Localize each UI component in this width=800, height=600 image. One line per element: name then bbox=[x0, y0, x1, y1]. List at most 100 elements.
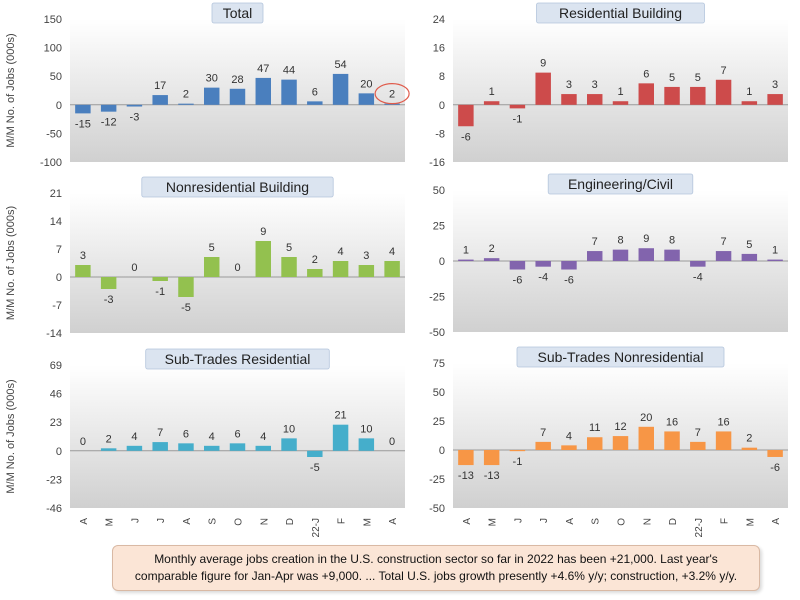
bar bbox=[612, 249, 629, 261]
bar bbox=[100, 448, 117, 451]
data-label: -15 bbox=[75, 118, 91, 130]
y-axis-label: M/M No. of Jobs (000s) bbox=[5, 33, 17, 147]
y-tick-label: 50 bbox=[433, 185, 445, 197]
bar bbox=[535, 72, 551, 105]
chart-title: Residential Building bbox=[559, 5, 682, 21]
y-tick-label: 0 bbox=[439, 256, 445, 268]
data-label: 3 bbox=[80, 250, 86, 262]
data-label: 4 bbox=[338, 246, 344, 258]
x-tick-label: N bbox=[642, 518, 653, 525]
x-tick-label: J bbox=[156, 518, 167, 523]
data-label: 2 bbox=[312, 254, 318, 266]
y-tick-label: -50 bbox=[429, 327, 445, 339]
y-tick-label: -50 bbox=[429, 503, 445, 515]
data-label: 0 bbox=[131, 262, 137, 274]
bar bbox=[458, 104, 474, 127]
bar bbox=[509, 450, 526, 452]
bar bbox=[126, 445, 143, 451]
data-label: 0 bbox=[389, 436, 395, 448]
x-tick-label: S bbox=[591, 518, 602, 525]
data-label: 7 bbox=[695, 427, 701, 439]
bar bbox=[664, 86, 680, 105]
chart-panel-3: -14 -7 0 7 14 21 3 -3 0 -1 -5 5 0 9 5 2 4 3 4 Nonresidentia… bbox=[5, 176, 405, 340]
data-label: 9 bbox=[540, 58, 546, 70]
data-label: -13 bbox=[484, 470, 500, 482]
data-label: 7 bbox=[592, 236, 598, 248]
bar bbox=[255, 445, 271, 451]
x-tick-label: A bbox=[771, 518, 782, 525]
data-label: 16 bbox=[666, 416, 678, 428]
data-label: 1 bbox=[746, 86, 752, 98]
data-label: 3 bbox=[772, 79, 778, 91]
data-label: 7 bbox=[721, 65, 727, 77]
data-label: 4 bbox=[209, 431, 215, 443]
bar bbox=[281, 257, 297, 277]
data-label: -6 bbox=[513, 275, 523, 287]
bar bbox=[458, 450, 474, 466]
data-label: 54 bbox=[334, 59, 346, 71]
y-tick-label: -100 bbox=[40, 157, 62, 169]
x-tick-label: A bbox=[462, 518, 473, 525]
data-label: 47 bbox=[257, 63, 269, 75]
data-label: 10 bbox=[360, 423, 372, 435]
x-tick-label: M bbox=[362, 518, 373, 526]
data-label: 3 bbox=[363, 250, 369, 262]
bar bbox=[638, 248, 654, 261]
x-tick-label: D bbox=[285, 518, 296, 525]
bar bbox=[741, 447, 758, 450]
bar bbox=[535, 441, 551, 450]
plot-area bbox=[453, 19, 788, 162]
bar bbox=[509, 104, 526, 109]
chart-title: Sub-Trades Residential bbox=[165, 351, 311, 367]
data-label: 5 bbox=[746, 239, 752, 251]
bar bbox=[483, 258, 500, 261]
x-tick-label: J bbox=[539, 518, 550, 523]
bar bbox=[255, 241, 271, 277]
bar bbox=[229, 88, 246, 105]
bar bbox=[561, 261, 577, 270]
bar bbox=[126, 104, 143, 107]
data-label: 2 bbox=[489, 243, 495, 255]
footer-note-box: Monthly average jobs creation in the U.S… bbox=[112, 545, 760, 591]
data-label: 21 bbox=[334, 410, 346, 422]
data-label: 1 bbox=[772, 245, 778, 257]
y-tick-label: -25 bbox=[429, 474, 445, 486]
bar bbox=[587, 251, 603, 261]
chart-title-box bbox=[141, 176, 334, 198]
bar bbox=[715, 251, 732, 261]
y-tick-label: 46 bbox=[50, 389, 62, 401]
bar bbox=[152, 95, 168, 105]
x-tick-label: M bbox=[745, 518, 756, 526]
y-tick-label: 50 bbox=[433, 387, 445, 399]
y-tick-label: 24 bbox=[433, 14, 445, 26]
data-label: 2 bbox=[106, 433, 112, 445]
y-tick-label: -7 bbox=[52, 300, 62, 312]
bar bbox=[664, 249, 680, 261]
bar bbox=[307, 450, 323, 458]
x-tick-label: J bbox=[130, 518, 141, 523]
bar bbox=[255, 77, 271, 105]
chart-title-box bbox=[536, 2, 705, 24]
bar bbox=[204, 445, 220, 451]
x-tick-label: A bbox=[182, 518, 193, 525]
y-tick-label: 50 bbox=[50, 71, 62, 83]
y-tick-label: -25 bbox=[429, 292, 445, 304]
bar bbox=[612, 101, 629, 105]
bar bbox=[509, 261, 526, 270]
footer-note-text: Monthly average jobs creation in the U.S… bbox=[134, 552, 738, 583]
bar bbox=[358, 93, 375, 105]
y-axis-label: M/M No. of Jobs (000s) bbox=[5, 379, 17, 493]
y-tick-label: -23 bbox=[46, 474, 62, 486]
data-label: 7 bbox=[540, 427, 546, 439]
data-label: 7 bbox=[157, 427, 163, 439]
plot-area bbox=[70, 193, 405, 333]
bar bbox=[204, 87, 220, 105]
y-tick-label: 0 bbox=[56, 446, 62, 458]
y-tick-label: -46 bbox=[46, 503, 62, 515]
data-label: -1 bbox=[155, 286, 165, 298]
data-label: 5 bbox=[209, 242, 215, 254]
bar bbox=[152, 442, 168, 451]
x-tick-label: S bbox=[208, 518, 219, 525]
plot-area bbox=[453, 363, 788, 508]
x-tick-label: N bbox=[259, 518, 270, 525]
